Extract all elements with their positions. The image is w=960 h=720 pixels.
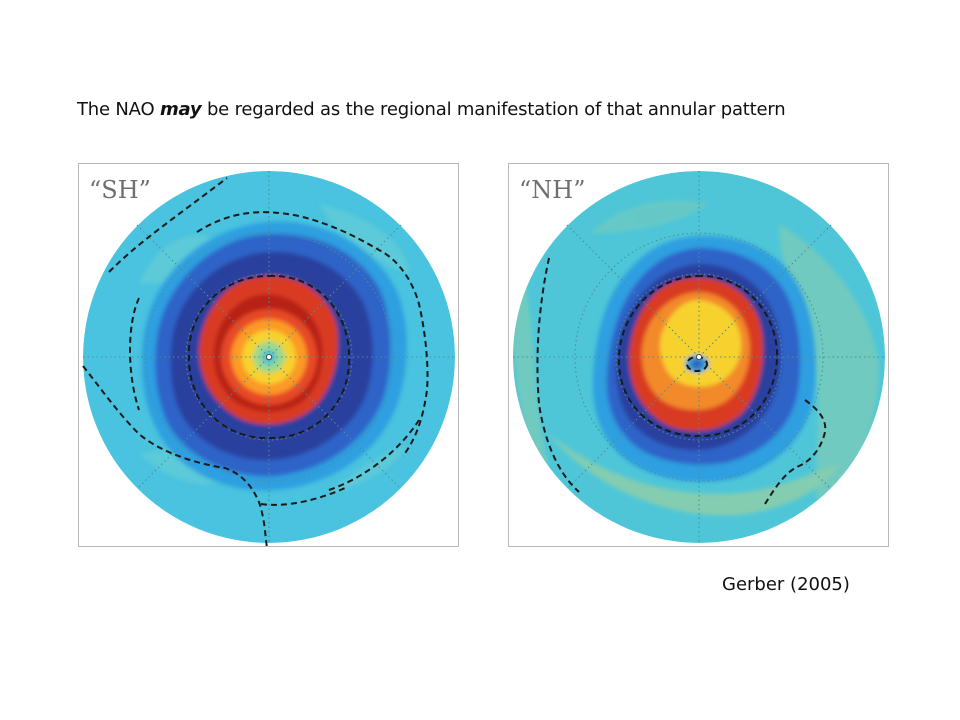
sh-dashed-contours	[82, 177, 429, 546]
sh-pole-marker	[265, 353, 272, 360]
headline-text-before: The NAO	[77, 99, 160, 120]
headline-text-after: be regarded as the regional manifestatio…	[201, 99, 786, 120]
nh-map-panel: “NH”	[508, 163, 889, 547]
nh-polar-map	[513, 171, 885, 543]
nh-pole-marker	[695, 353, 702, 360]
sh-map-panel: “SH”	[78, 163, 459, 547]
slide-headline: The NAO may be regarded as the regional …	[77, 99, 786, 120]
nh-panel-label: “NH”	[519, 176, 586, 204]
headline-emphasis: may	[159, 99, 202, 120]
sh-polar-map	[82, 171, 455, 546]
sh-panel-label: “SH”	[89, 176, 151, 204]
citation: Gerber (2005)	[722, 574, 850, 595]
